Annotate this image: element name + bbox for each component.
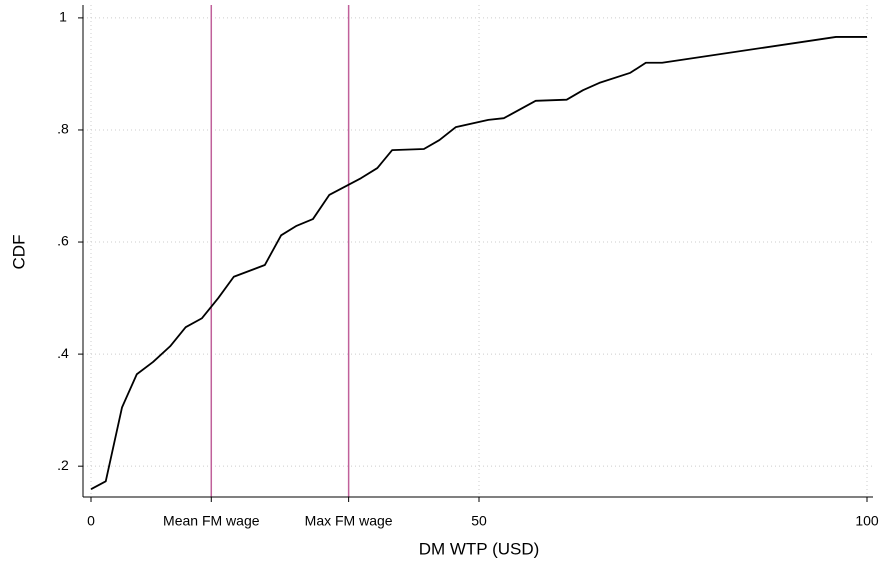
y-axis-title: CDF <box>9 235 28 270</box>
y-tick-label: .6 <box>57 233 69 249</box>
y-tick-label: 1 <box>59 9 67 25</box>
y-tick-label: .4 <box>57 345 69 361</box>
x-tick-label: Max FM wage <box>305 513 393 529</box>
x-tick-label: 50 <box>471 513 487 529</box>
y-tick-label: .8 <box>57 121 69 137</box>
x-axis-title: DM WTP (USD) <box>419 539 540 558</box>
x-tick-label: 100 <box>855 513 879 529</box>
x-tick-label: Mean FM wage <box>163 513 260 529</box>
x-tick-label: 0 <box>87 513 95 529</box>
y-tick-label: .2 <box>57 457 69 473</box>
cdf-line <box>90 36 867 490</box>
